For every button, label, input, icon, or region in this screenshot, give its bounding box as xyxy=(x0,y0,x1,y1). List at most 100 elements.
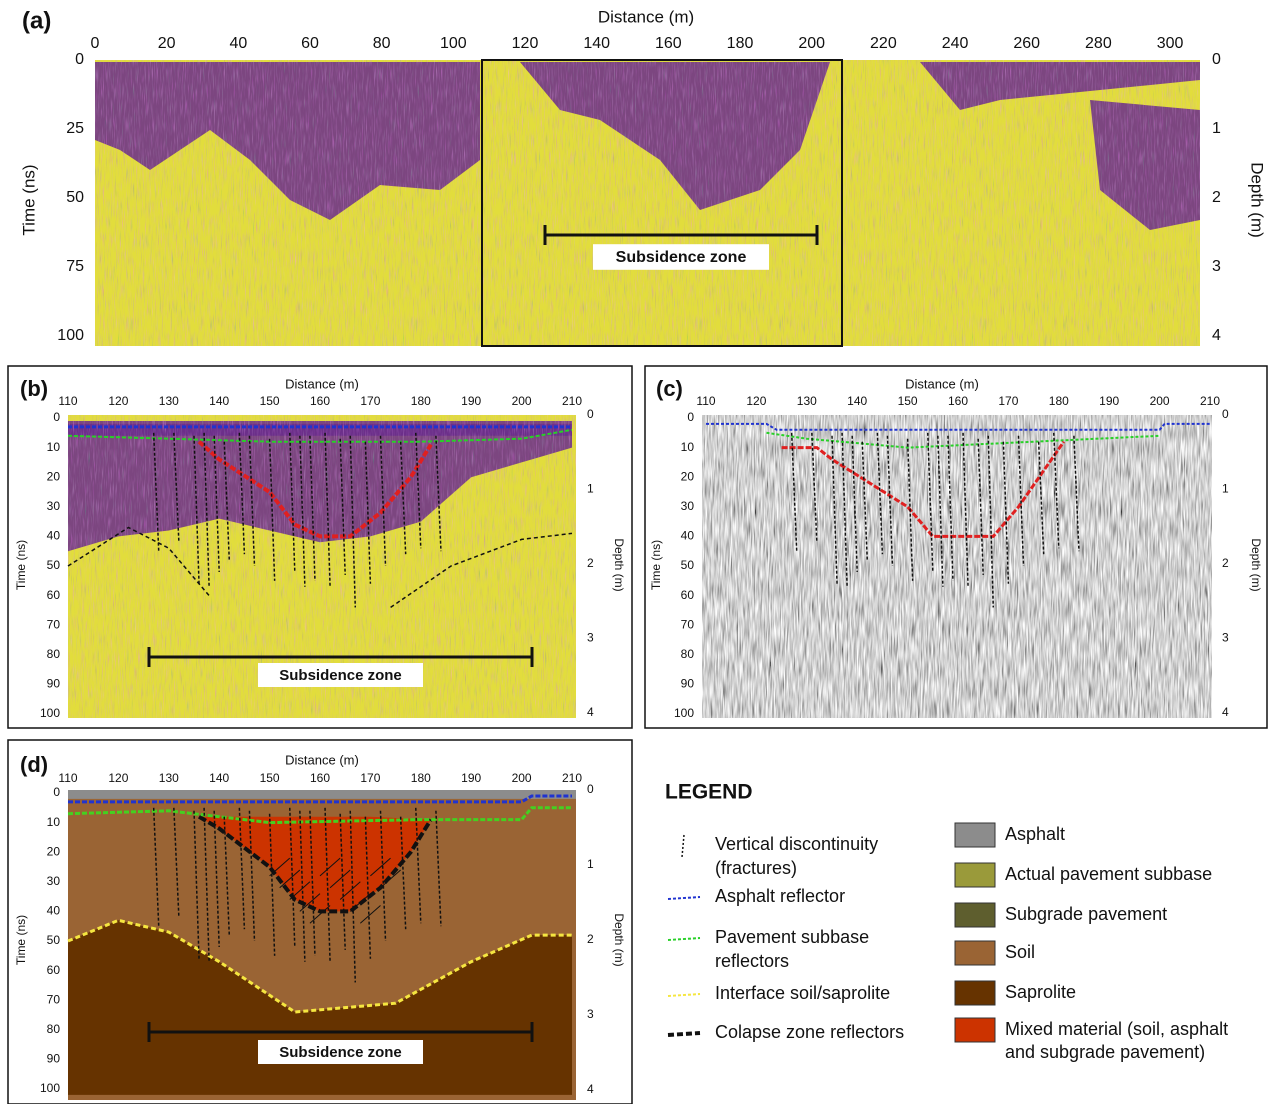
y2-tick-label: 1 xyxy=(1222,482,1229,496)
annotation: Subsidence zone xyxy=(279,1044,402,1061)
legend-label: Asphalt xyxy=(1005,824,1065,844)
x-tick-label: 210 xyxy=(562,394,582,408)
fracture xyxy=(173,432,180,543)
fracture xyxy=(299,810,306,962)
fracture xyxy=(324,807,331,962)
asphalt-reflector xyxy=(68,794,572,804)
x-tick-label: 180 xyxy=(411,394,431,408)
x-tick-label: 160 xyxy=(310,394,330,408)
x-tick-label: 160 xyxy=(948,394,968,408)
fracture xyxy=(415,432,422,549)
y-tick-label: 0 xyxy=(687,410,694,424)
y2-tick-label: 3 xyxy=(1212,258,1221,275)
legend-label: Actual pavement subbase xyxy=(1005,864,1212,884)
y-tick-label: 60 xyxy=(47,588,61,602)
y-tick-label: 30 xyxy=(47,874,61,888)
fracture xyxy=(349,810,357,983)
y-tick-label: 90 xyxy=(47,677,61,691)
shear-fracture xyxy=(319,857,341,877)
y-tick-label: 60 xyxy=(47,963,61,977)
fracture xyxy=(977,438,984,575)
y-tick-label: 75 xyxy=(66,258,84,275)
interface xyxy=(67,526,210,597)
panel-label: (d) xyxy=(20,752,48,777)
legend-label: Asphalt reflector xyxy=(715,886,845,906)
shear-fracture xyxy=(269,857,291,877)
y-tick-label: 0 xyxy=(75,51,84,68)
asphalt xyxy=(68,790,576,799)
fracture xyxy=(962,432,969,587)
fracture xyxy=(947,435,954,581)
y-tick-label: 0 xyxy=(53,785,60,799)
legend-swatch xyxy=(954,902,996,928)
annotation-box xyxy=(258,663,423,687)
y-tick-label: 25 xyxy=(66,120,84,137)
y-tick-label: 70 xyxy=(47,617,61,631)
shear-fracture xyxy=(370,857,391,877)
y-tick-label: 100 xyxy=(57,327,84,344)
panel-frame xyxy=(644,365,1268,729)
fracture xyxy=(238,807,246,930)
radargram-noise xyxy=(95,60,1200,346)
x-tick-label: 120 xyxy=(108,771,128,785)
y2-tick-label: 2 xyxy=(587,932,594,946)
x-tick-label: 180 xyxy=(727,35,754,52)
y-tick-label: 20 xyxy=(47,844,61,858)
fracture xyxy=(238,432,246,555)
fracture xyxy=(851,435,858,572)
fracture xyxy=(927,432,934,572)
x-tick-label: 200 xyxy=(798,35,825,52)
y-axis-title: Time (ns) xyxy=(14,915,28,965)
radargram-noise xyxy=(702,415,1212,718)
y-tick-label: 40 xyxy=(47,904,61,918)
fracture xyxy=(379,435,387,567)
y2-tick-label: 2 xyxy=(1212,189,1221,206)
asphalt-reflector xyxy=(706,422,1210,431)
x-tick-label: 150 xyxy=(260,394,280,408)
x-tick-label: 80 xyxy=(373,35,391,52)
x-tick-label: 150 xyxy=(260,771,280,785)
y2-tick-label: 1 xyxy=(587,857,594,871)
fracture xyxy=(173,807,180,918)
legend-title: LEGEND xyxy=(665,781,753,804)
x-tick-label: 40 xyxy=(229,35,247,52)
legend-label: (fractures) xyxy=(715,858,797,878)
x-tick-label: 150 xyxy=(898,394,918,408)
x-tick-label: 200 xyxy=(512,771,532,785)
fracture xyxy=(289,807,296,947)
fracture xyxy=(1073,435,1080,552)
subbase-reflector xyxy=(766,431,1160,449)
x-tick-label: 260 xyxy=(1013,35,1040,52)
shear-fracture xyxy=(309,905,331,924)
annotation-box xyxy=(593,244,769,270)
x-tick-label: 120 xyxy=(512,35,539,52)
y2-tick-label: 0 xyxy=(587,782,594,796)
fracture xyxy=(289,432,296,572)
fracture xyxy=(435,810,442,927)
mixed-material xyxy=(199,816,431,912)
y2-axis-title: Depth (m) xyxy=(1248,162,1267,238)
y-tick-label: 0 xyxy=(53,410,60,424)
y2-axis-title: Depth (m) xyxy=(1249,538,1263,591)
y-tick-label: 40 xyxy=(681,529,695,543)
y2-axis-title: Depth (m) xyxy=(612,913,626,966)
annotation: Subsidence zone xyxy=(279,667,402,684)
fracture xyxy=(1037,441,1045,555)
x-tick-label: 140 xyxy=(583,35,610,52)
fracture xyxy=(309,810,316,956)
y-tick-label: 30 xyxy=(47,499,61,513)
x-tick-label: 140 xyxy=(847,394,867,408)
legend-swatch xyxy=(954,862,996,888)
shear-fracture xyxy=(380,869,401,889)
x-tick-label: 100 xyxy=(440,35,467,52)
panel-frame xyxy=(7,739,633,1104)
legend-label: Colapse zone reflectors xyxy=(715,1022,904,1042)
y-tick-label: 50 xyxy=(681,558,695,572)
x-tick-label: 190 xyxy=(461,394,481,408)
fracture xyxy=(435,435,442,552)
fracture xyxy=(213,810,220,947)
y-tick-label: 50 xyxy=(47,558,61,572)
fracture xyxy=(937,435,944,587)
x-tick-label: 140 xyxy=(209,771,229,785)
x-tick-label: 60 xyxy=(301,35,319,52)
